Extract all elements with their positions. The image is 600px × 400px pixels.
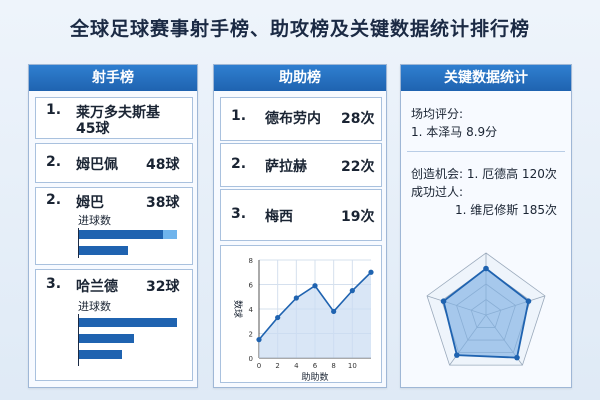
scorer-sublabel: 进球数 [78,214,111,227]
bar-axis [78,228,79,258]
assist-name: 梅西 [265,209,293,225]
goals-bar [79,334,134,343]
radar-point [514,354,520,361]
y-tick-label: 8 [249,257,253,265]
scorer-name: 姆巴 [76,195,104,211]
scorer-card-1[interactable]: 1. 莱万多夫斯基 45球 [35,97,193,139]
assist-rank: 3. [231,206,247,222]
radar-point [525,298,532,305]
x-tick-label: 4 [294,362,299,370]
radar-point [454,352,460,358]
scorer-card-2[interactable]: 2. 姆巴佩 48球 [35,143,193,183]
scorer-name: 莱万多夫斯基 [76,105,160,121]
assist-card-3[interactable]: 3. 梅西 19次 [220,189,382,241]
rating-label: 场均评分: [411,107,464,121]
scorers-header: 射手榜 [29,65,197,91]
scorer-rank: 2. [46,192,62,208]
bar-axis [78,314,79,366]
scorers-panel: 射手榜 1. 莱万多夫斯基 45球 2. 姆巴佩 48球 2. 姆巴 38球 进… [28,64,198,388]
stats-header: 关键数据统计 [401,65,571,91]
page-title: 全球足球赛事射手榜、助攻榜及关键数据统计排行榜 [69,18,530,40]
goals-bar [79,350,123,359]
scorer-rank: 1. [46,102,62,118]
scorer-sublabel: 进球数 [78,300,111,313]
data-point [312,283,318,289]
data-point [275,314,281,321]
scorer-value: 45球 [76,121,110,137]
dribbles-value: 1. 维尼修斯 185次 [455,203,557,217]
x-tick-label: 0 [257,362,261,370]
x-tick-label: 10 [348,362,357,370]
data-point [368,269,374,275]
y-tick-label: 6 [249,282,254,290]
x-axis-label: 助助数 [301,371,328,382]
scorer-name: 哈兰德 [76,279,118,295]
x-tick-label: 6 [313,362,318,370]
y-tick-label: 0 [249,355,253,363]
scorer-rank: 3. [46,276,62,292]
x-tick-label: 8 [331,362,335,370]
assist-name: 萨拉赫 [265,159,307,175]
radar-chart [426,252,546,366]
stats-divider [407,151,565,152]
y-tick-label: 2 [249,331,253,339]
radar-point [440,298,447,305]
data-point [293,295,299,301]
data-point [331,308,337,315]
goals-bar [79,230,164,239]
assists-goals-line-chart: 0 2 4 6 8 0 2 4 6 8 10 助助数 数球 [232,257,374,383]
goals-bar [79,246,128,255]
assist-chart-card: 0 2 4 6 8 0 2 4 6 8 10 助助数 数球 [220,245,382,383]
goals-bar [79,318,177,327]
radar-area [442,267,530,359]
scorer-value: 38球 [146,195,180,211]
radar-point [483,265,489,272]
y-tick-label: 4 [249,306,254,314]
assist-value: 28次 [341,111,375,127]
scorer-card-3[interactable]: 2. 姆巴 38球 进球数 [35,187,193,265]
data-point [256,337,262,343]
scorer-value: 32球 [146,279,180,295]
assist-rank: 2. [231,156,247,172]
assist-card-1[interactable]: 1. 德布劳内 28次 [220,97,382,141]
x-tick-label: 2 [275,362,279,370]
area-fill [259,272,371,358]
assist-value: 22次 [341,159,375,175]
scorer-card-4[interactable]: 3. 哈兰德 32球 进球数 [35,269,193,381]
chances-stat: 创造机会: 1. 厄德高 120次 [411,167,557,181]
assist-rank: 1. [231,108,247,124]
goals-bar-extra [163,230,177,239]
y-axis-label: 数球 [232,300,244,318]
rating-value: 1. 本泽马 8.9分 [411,125,498,139]
scorer-value: 48球 [146,157,180,173]
assists-panel: 助助榜 1. 德布劳内 28次 2. 萨拉赫 22次 3. 梅西 19次 0 2 4… [213,64,387,388]
dribbles-label: 成功过人: [411,185,464,199]
scorer-name: 姆巴佩 [76,157,118,173]
scorer-rank: 2. [46,154,62,170]
assist-name: 德布劳内 [265,111,321,127]
data-point [349,288,355,294]
assist-value: 19次 [341,209,375,225]
stats-panel: 关键数据统计 场均评分: 1. 本泽马 8.9分 创造机会: 1. 厄德高 12… [400,64,572,388]
assist-card-2[interactable]: 2. 萨拉赫 22次 [220,143,382,187]
assists-header: 助助榜 [214,65,386,91]
